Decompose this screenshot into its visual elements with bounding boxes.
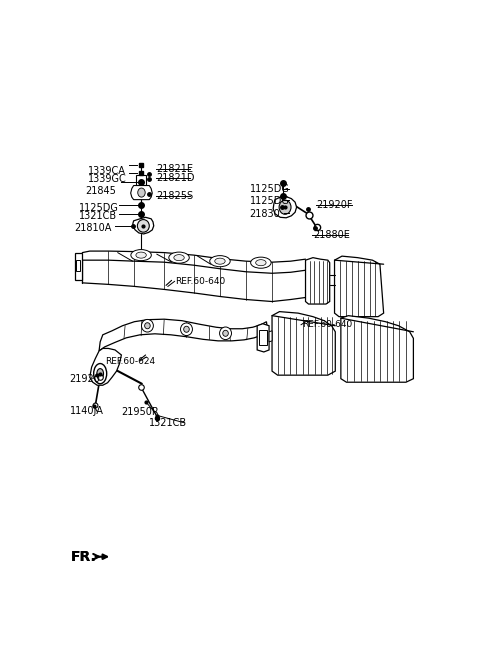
Text: REF.60-640: REF.60-640 <box>302 320 352 329</box>
Ellipse shape <box>215 258 225 264</box>
Ellipse shape <box>142 320 154 332</box>
Polygon shape <box>305 257 330 304</box>
Text: 1339GC: 1339GC <box>88 174 127 185</box>
Ellipse shape <box>97 369 104 379</box>
Ellipse shape <box>180 323 192 335</box>
Text: REF.60-640: REF.60-640 <box>175 277 226 286</box>
Bar <box>259 329 267 345</box>
Ellipse shape <box>223 330 228 336</box>
Polygon shape <box>133 217 154 234</box>
Text: 1140JA: 1140JA <box>71 407 104 417</box>
Polygon shape <box>131 185 152 200</box>
Polygon shape <box>272 312 335 375</box>
Text: FR.: FR. <box>71 550 97 564</box>
Ellipse shape <box>174 255 184 261</box>
Text: 1125DG: 1125DG <box>250 183 289 193</box>
Ellipse shape <box>137 219 149 232</box>
Ellipse shape <box>136 252 146 258</box>
Polygon shape <box>335 256 384 316</box>
Ellipse shape <box>184 326 189 332</box>
Text: 21950R: 21950R <box>121 407 159 417</box>
Text: 1339CA: 1339CA <box>88 166 126 176</box>
Ellipse shape <box>131 250 151 261</box>
Ellipse shape <box>144 323 150 329</box>
Polygon shape <box>273 196 297 218</box>
Polygon shape <box>99 319 267 351</box>
Text: 21821E: 21821E <box>156 164 194 174</box>
Text: 1321CB: 1321CB <box>79 212 118 221</box>
Text: 21845: 21845 <box>85 185 116 196</box>
Polygon shape <box>341 316 413 383</box>
Text: 21825S: 21825S <box>156 191 194 200</box>
Ellipse shape <box>210 255 230 267</box>
Text: 21821D: 21821D <box>156 173 195 183</box>
Text: 21920F: 21920F <box>317 200 353 210</box>
Ellipse shape <box>94 364 107 384</box>
Text: 1125DG: 1125DG <box>79 202 119 213</box>
Text: 21810A: 21810A <box>74 223 111 233</box>
Ellipse shape <box>279 200 291 214</box>
Text: 21830: 21830 <box>250 209 280 219</box>
Ellipse shape <box>169 252 189 263</box>
Text: 21880E: 21880E <box>313 230 350 240</box>
Polygon shape <box>257 324 269 352</box>
Ellipse shape <box>256 259 266 266</box>
Polygon shape <box>136 176 146 185</box>
Polygon shape <box>269 331 272 342</box>
Text: 1125DG: 1125DG <box>250 196 289 206</box>
Ellipse shape <box>219 327 231 339</box>
Ellipse shape <box>138 188 145 197</box>
Text: 21920: 21920 <box>69 374 100 384</box>
Bar <box>76 260 81 271</box>
Text: REF.60-624: REF.60-624 <box>105 356 155 365</box>
Text: 1321CB: 1321CB <box>149 418 187 428</box>
Polygon shape <box>90 348 121 385</box>
Polygon shape <box>75 253 82 280</box>
Ellipse shape <box>251 257 271 269</box>
Text: FR.: FR. <box>71 550 97 564</box>
